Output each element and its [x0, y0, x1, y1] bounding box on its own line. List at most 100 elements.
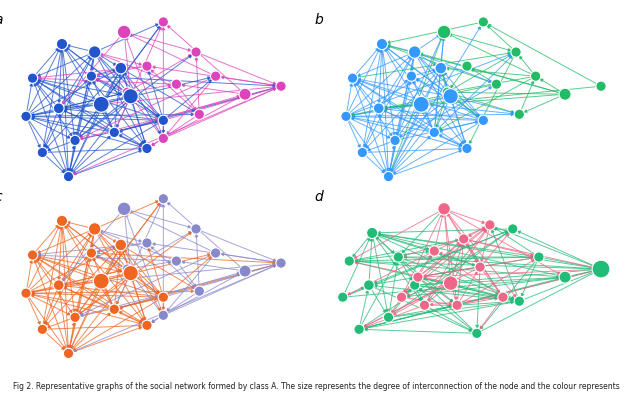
Point — [194, 111, 204, 118]
Point — [596, 266, 606, 272]
Point — [419, 302, 429, 309]
Point — [439, 206, 449, 212]
Point — [459, 236, 469, 242]
Point — [191, 49, 201, 55]
Point — [86, 250, 97, 256]
Point — [96, 101, 106, 107]
Point — [390, 137, 400, 143]
Point — [240, 268, 250, 274]
Point — [367, 230, 378, 236]
Point — [348, 75, 358, 81]
Text: c: c — [0, 190, 2, 204]
Point — [416, 101, 426, 107]
Point — [63, 173, 74, 180]
Point — [211, 250, 221, 256]
Point — [57, 218, 67, 224]
Point — [514, 111, 524, 118]
Point — [429, 248, 440, 254]
Point — [531, 73, 541, 79]
Point — [413, 274, 423, 280]
Point — [142, 145, 152, 152]
Point — [21, 290, 31, 296]
Text: Fig 2. Representative graphs of the social network formed by class A. The size r: Fig 2. Representative graphs of the soci… — [13, 382, 620, 391]
Point — [158, 196, 168, 202]
Point — [472, 330, 482, 336]
Point — [478, 117, 488, 123]
Point — [484, 222, 495, 228]
Point — [514, 298, 524, 304]
Point — [354, 326, 364, 332]
Point — [116, 65, 126, 71]
Point — [357, 149, 367, 156]
Point — [475, 264, 485, 270]
Point — [109, 129, 120, 136]
Point — [191, 226, 201, 232]
Point — [90, 226, 100, 232]
Point — [560, 91, 570, 97]
Point — [462, 63, 472, 69]
Point — [383, 314, 394, 320]
Point — [276, 260, 286, 266]
Point — [109, 306, 120, 312]
Point — [511, 49, 521, 55]
Point — [374, 105, 384, 112]
Point — [410, 49, 420, 55]
Point — [70, 314, 80, 320]
Point — [429, 129, 440, 136]
Point — [560, 274, 570, 280]
Point — [338, 294, 348, 300]
Point — [211, 73, 221, 79]
Text: b: b — [314, 13, 323, 27]
Point — [452, 302, 462, 309]
Point — [116, 242, 126, 248]
Point — [28, 252, 38, 258]
Text: a: a — [0, 13, 3, 27]
Point — [158, 117, 168, 123]
Point — [142, 240, 152, 246]
Point — [445, 93, 456, 99]
Point — [37, 326, 47, 332]
Point — [240, 91, 250, 97]
Point — [508, 226, 518, 232]
Point — [439, 29, 449, 35]
Point — [442, 89, 452, 95]
Point — [410, 282, 420, 288]
Point — [445, 280, 456, 286]
Point — [478, 19, 488, 25]
Point — [397, 294, 407, 300]
Point — [122, 89, 132, 95]
Point — [119, 29, 129, 35]
Point — [63, 350, 74, 356]
Point — [119, 206, 129, 212]
Point — [125, 270, 136, 276]
Point — [436, 65, 446, 71]
Point — [341, 113, 351, 119]
Point — [596, 83, 606, 89]
Point — [54, 282, 64, 288]
Point — [383, 173, 394, 180]
Point — [276, 83, 286, 89]
Point — [90, 49, 100, 55]
Point — [37, 149, 47, 156]
Point — [364, 282, 374, 288]
Point — [142, 322, 152, 329]
Point — [125, 93, 136, 99]
Point — [142, 63, 152, 69]
Point — [462, 145, 472, 152]
Point — [54, 105, 64, 112]
Text: d: d — [314, 190, 323, 204]
Point — [172, 81, 182, 87]
Point — [57, 41, 67, 47]
Point — [344, 258, 355, 264]
Point — [492, 81, 502, 87]
Point — [377, 41, 387, 47]
Point — [158, 19, 168, 25]
Point — [158, 312, 168, 318]
Point — [498, 294, 508, 300]
Point — [158, 135, 168, 141]
Point — [86, 73, 97, 79]
Point — [534, 254, 544, 260]
Point — [194, 288, 204, 294]
Point — [158, 294, 168, 300]
Point — [96, 278, 106, 284]
